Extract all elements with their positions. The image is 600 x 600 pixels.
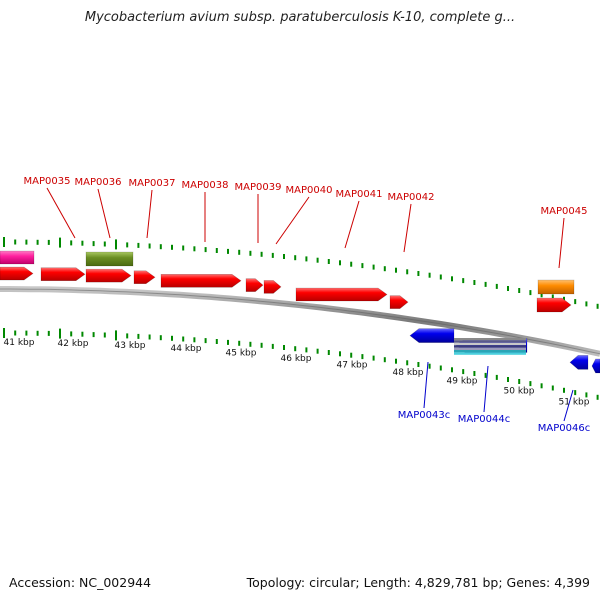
- ruler-labels: 41 kbp 42 kbp 43 kbp 44 kbp 45 kbp 46 kbp 47 k…: [4, 338, 590, 407]
- ruler-label: 49 kbp: [447, 376, 478, 386]
- gene-label-forward[interactable]: MAP0039: [235, 182, 282, 193]
- ruler-label: 42 kbp: [58, 339, 89, 349]
- reverse-cds-arrow: [409, 328, 455, 343]
- ruler-label: 41 kbp: [4, 338, 35, 348]
- backbone-edge: [0, 288, 600, 355]
- label-leader-reverse: [483, 365, 489, 413]
- striped-feature-band: [454, 342, 526, 346]
- gene-label-forward[interactable]: MAP0037: [129, 178, 176, 189]
- reverse-cds-arrow: [591, 358, 600, 374]
- forward-cds-arrow: [40, 267, 86, 282]
- label-leader-forward: [146, 189, 153, 239]
- feature-track: [0, 250, 600, 374]
- forward-cds-arrow: [133, 270, 156, 285]
- reverse-tick-track: [3, 328, 599, 400]
- ruler-label: 51 kbp: [559, 397, 590, 407]
- gene-feature-orange: [537, 279, 575, 295]
- ruler-label: 46 kbp: [281, 354, 312, 364]
- ruler-label: 43 kbp: [115, 341, 146, 351]
- gene-label-forward[interactable]: MAP0045: [541, 206, 588, 217]
- label-leader-forward: [46, 187, 76, 239]
- gene-label-reverse[interactable]: MAP0043c: [398, 410, 450, 421]
- label-leader-forward: [275, 196, 310, 245]
- striped-feature-band: [454, 345, 526, 348]
- striped-feature-band: [454, 340, 526, 343]
- forward-cds-arrow: [85, 268, 132, 283]
- forward-cds-arrow: [245, 278, 264, 292]
- striped-feature-band: [454, 338, 526, 341]
- gene-label-forward[interactable]: MAP0035: [24, 176, 71, 187]
- forward-cds-arrow: [536, 297, 572, 313]
- gene-label-reverse[interactable]: MAP0044c: [458, 414, 510, 425]
- gene-label-forward[interactable]: MAP0041: [336, 189, 383, 200]
- gene-feature-olive: [85, 251, 134, 267]
- label-leader-forward: [558, 217, 565, 269]
- ruler-label: 48 kbp: [393, 368, 424, 378]
- gene-feature-pink: [0, 250, 35, 265]
- forward-cds-arrow: [295, 287, 388, 302]
- gene-label-reverse[interactable]: MAP0046c: [538, 423, 590, 434]
- striped-feature-band: [454, 347, 526, 350]
- forward-cds-arrow: [389, 295, 409, 309]
- forward-tick-track: [3, 237, 599, 309]
- gene-label-forward[interactable]: MAP0042: [388, 192, 435, 203]
- forward-cds-arrow: [263, 280, 282, 294]
- accession-text: Accession: NC_002944: [9, 575, 152, 590]
- forward-cds-arrow: [160, 273, 242, 288]
- reverse-cds-arrow: [569, 355, 589, 370]
- gene-label-forward[interactable]: MAP0038: [182, 180, 229, 191]
- map-title: Mycobacterium avium subsp. paratuberculo…: [84, 10, 516, 25]
- striped-feature-band: [454, 350, 526, 353]
- label-leader-forward: [403, 203, 412, 253]
- label-leader-forward: [97, 188, 111, 239]
- ruler-label: 50 kbp: [504, 387, 535, 397]
- gene-label-forward[interactable]: MAP0036: [75, 177, 122, 188]
- genome-stats-text: Topology: circular; Length: 4,829,781 bp…: [246, 575, 590, 590]
- label-leader-reverse: [563, 389, 574, 422]
- genome-backbone: [0, 286, 600, 357]
- ruler-label: 44 kbp: [171, 344, 202, 354]
- label-leader-lines: [46, 187, 574, 422]
- gene-labels: MAP0035 MAP0036 MAP0037 MAP0038 MAP0039 MAP00…: [24, 176, 591, 434]
- forward-cds-arrow: [0, 266, 34, 281]
- striped-feature-band: [454, 352, 526, 355]
- ruler-label: 47 kbp: [337, 360, 368, 370]
- label-leader-reverse: [423, 361, 429, 409]
- gene-label-forward[interactable]: MAP0040: [286, 185, 333, 196]
- label-leader-forward: [344, 200, 360, 249]
- ruler-label: 45 kbp: [226, 349, 257, 359]
